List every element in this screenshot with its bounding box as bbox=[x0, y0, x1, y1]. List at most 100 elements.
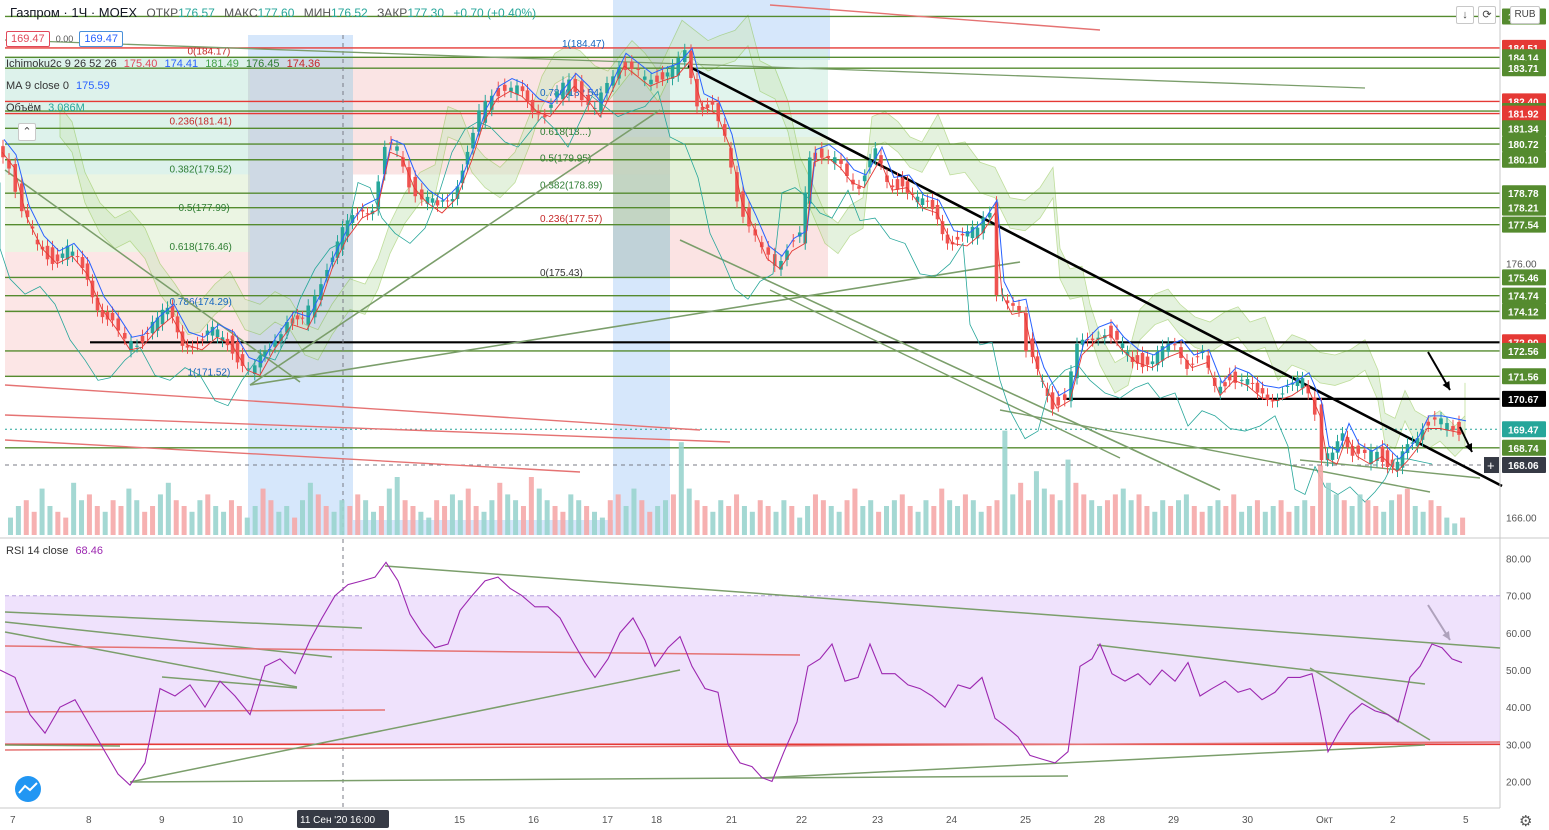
candle-body bbox=[1439, 418, 1443, 425]
candle-body bbox=[175, 316, 180, 333]
time-axis-tick-0: 7 bbox=[10, 815, 16, 826]
volume-bar bbox=[142, 511, 148, 535]
candle-body bbox=[1125, 351, 1130, 356]
volume-bar bbox=[252, 506, 258, 535]
candle-body bbox=[1085, 338, 1090, 341]
volume-bar bbox=[1318, 465, 1324, 535]
candle-body bbox=[1350, 446, 1355, 456]
volume-legend[interactable]: Объём 3.086M bbox=[6, 102, 85, 114]
candle-body bbox=[759, 242, 764, 248]
currency-button[interactable]: RUB bbox=[1510, 6, 1540, 24]
volume-bar bbox=[1333, 494, 1339, 535]
volume-bar bbox=[347, 506, 353, 535]
ichimoku-legend[interactable]: Ichimoku2c 9 26 52 26 175.40 174.41 181.… bbox=[6, 58, 320, 70]
rsi-legend[interactable]: RSI 14 close 68.46 bbox=[6, 545, 103, 557]
candle-body bbox=[1109, 325, 1113, 338]
rsi-axis-tick-4: 40.00 bbox=[1506, 703, 1531, 714]
volume-bar bbox=[1152, 511, 1158, 535]
volume-bar bbox=[55, 511, 61, 535]
candle-body bbox=[1140, 352, 1145, 368]
candle-body bbox=[129, 340, 133, 352]
price-label-bg-3 bbox=[1502, 60, 1546, 77]
fib-right-label-1: 0.786(182.54) bbox=[540, 88, 602, 99]
volume-bar bbox=[23, 500, 29, 535]
volume-bar bbox=[670, 494, 676, 535]
candle-body bbox=[496, 87, 501, 97]
candle-body bbox=[642, 76, 647, 80]
volume-bar bbox=[1254, 500, 1260, 535]
volume-bar bbox=[1104, 500, 1110, 535]
volume-bar bbox=[505, 494, 511, 535]
volume-bar bbox=[434, 500, 440, 535]
candle-body bbox=[230, 335, 235, 354]
candle-body bbox=[1050, 392, 1055, 410]
candle-body bbox=[670, 65, 675, 79]
volume-bar bbox=[473, 506, 479, 535]
candle-body bbox=[365, 213, 370, 215]
buy-box[interactable]: 169.47 bbox=[79, 31, 123, 47]
refresh-icon[interactable]: ⟳ bbox=[1478, 6, 1496, 24]
candle-body bbox=[1432, 417, 1437, 420]
volume-bar bbox=[402, 500, 408, 535]
candle-body bbox=[981, 217, 986, 234]
download-icon[interactable]: ↓ bbox=[1456, 6, 1474, 24]
volume-bar bbox=[1341, 500, 1347, 535]
main-downtrend-line bbox=[687, 64, 1503, 488]
candle-body bbox=[1362, 449, 1367, 453]
price-label-bg-22 bbox=[1502, 457, 1546, 474]
candle-body bbox=[1005, 300, 1010, 304]
candle-body bbox=[930, 199, 935, 210]
candle-body bbox=[791, 240, 796, 242]
trend-line-4 bbox=[249, 261, 1021, 386]
candle-body bbox=[1356, 445, 1361, 454]
volume-bar bbox=[1452, 523, 1458, 535]
price-level-label-21: 168.74 bbox=[1508, 444, 1539, 455]
candle-body bbox=[60, 253, 65, 258]
candle-body bbox=[605, 82, 609, 94]
candle-body bbox=[1227, 373, 1232, 381]
volume-bar bbox=[1191, 506, 1197, 535]
volume-bar bbox=[1089, 500, 1095, 535]
ma-legend[interactable]: MA 9 close 0 175.59 bbox=[6, 80, 110, 92]
candle-body bbox=[515, 85, 519, 95]
volume-bar bbox=[47, 506, 53, 535]
price-level-label-9: 180.10 bbox=[1508, 156, 1539, 167]
volume-bar bbox=[923, 500, 929, 535]
volume-bar bbox=[1444, 517, 1450, 535]
candle-body bbox=[376, 181, 381, 210]
volume-bar bbox=[710, 511, 716, 535]
time-axis-tick-18: 2 bbox=[1390, 815, 1396, 826]
plus-icon: + bbox=[1487, 458, 1495, 473]
volume-bar bbox=[1325, 482, 1331, 535]
volume-bar bbox=[339, 500, 345, 535]
candle-body bbox=[1223, 382, 1227, 387]
candle-body bbox=[1400, 451, 1405, 468]
volume-bar bbox=[868, 500, 874, 535]
candle-body bbox=[649, 79, 653, 85]
symbol-title[interactable]: Газпром · 1Ч · MOEX bbox=[10, 5, 138, 20]
candle-body bbox=[1330, 452, 1335, 460]
candle-body bbox=[465, 151, 470, 165]
price-level-label-18: 171.56 bbox=[1508, 372, 1539, 383]
candle-body bbox=[1451, 426, 1455, 431]
price-level-label-22: 168.06 bbox=[1508, 461, 1539, 472]
candle-body bbox=[1190, 363, 1195, 365]
time-axis-tick-6: 16 bbox=[528, 815, 540, 826]
volume-bar bbox=[15, 506, 21, 535]
candle-body bbox=[1218, 386, 1223, 394]
volume-bar bbox=[647, 511, 653, 535]
volume-bar bbox=[1128, 500, 1134, 535]
candle-body bbox=[407, 167, 411, 188]
sell-box[interactable]: 169.47 bbox=[6, 31, 50, 47]
volume-bar bbox=[1365, 500, 1371, 535]
candle-body bbox=[1426, 421, 1431, 426]
tradingview-logo-mark bbox=[18, 782, 38, 794]
candle-body bbox=[220, 337, 225, 341]
candle-body bbox=[160, 309, 165, 325]
collapse-legend-button[interactable]: ⌃ bbox=[18, 123, 36, 141]
settings-gear-icon: ⚙ bbox=[1519, 813, 1532, 830]
volume-bar bbox=[852, 488, 858, 535]
arrow-down-1-head bbox=[1442, 381, 1450, 390]
price-label-bg-14 bbox=[1502, 287, 1546, 304]
candle-body bbox=[205, 330, 210, 335]
